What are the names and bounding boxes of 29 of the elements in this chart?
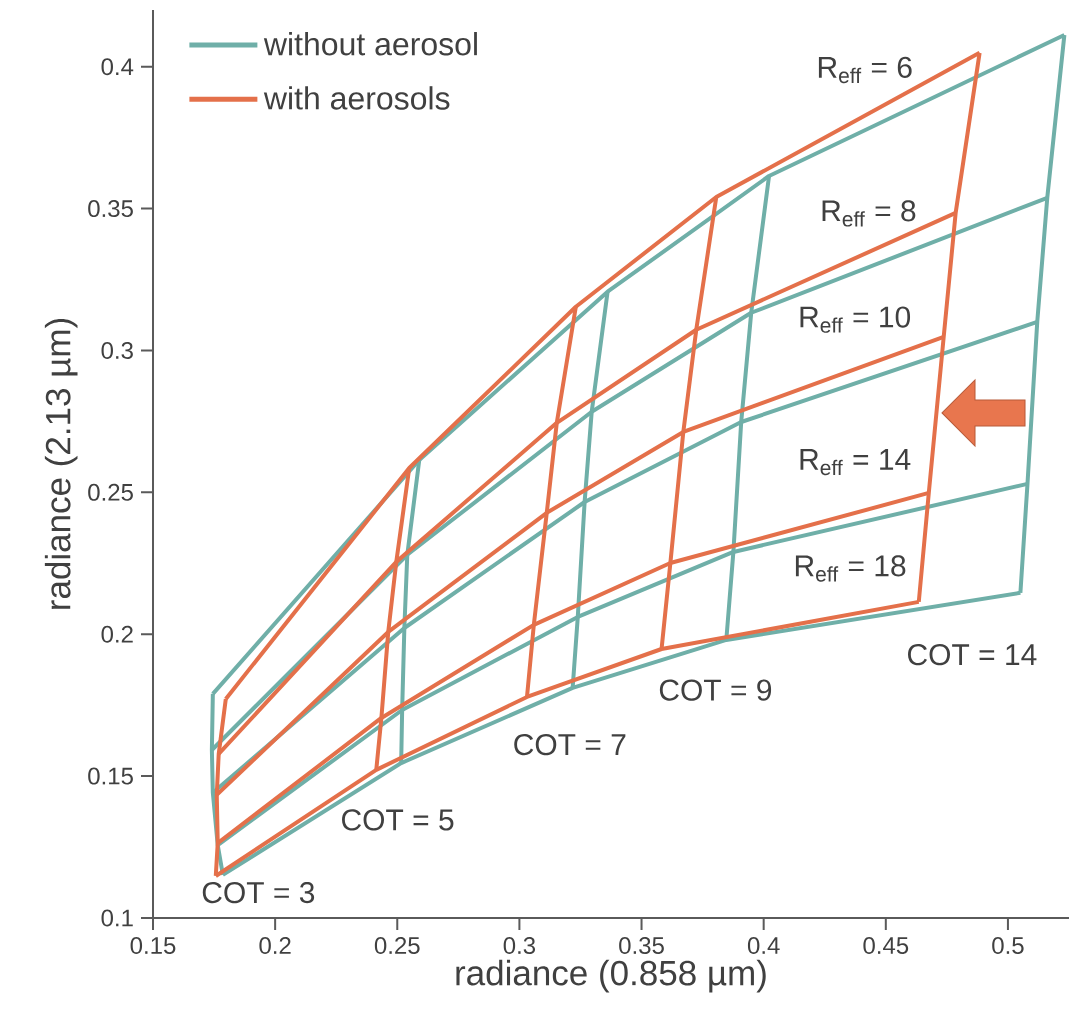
annotation: R$_{eff}$ = 14 (800, 449, 911, 476)
x-tick-label: 0.4 (747, 937, 780, 955)
y-tick-label: 0.25 (88, 483, 133, 501)
annotation: COT = 9 (659, 679, 772, 701)
annotation: COT = 7 (514, 733, 626, 756)
y-tick-label: 0.15 (88, 767, 133, 785)
legend-label: with aerosols (263, 86, 450, 110)
x-tick-label: 0.3 (503, 937, 536, 955)
x-tick-label: 0.25 (374, 937, 420, 955)
annotation: COT = 5 (342, 809, 454, 831)
y-tick-label: 0.2 (101, 625, 133, 643)
y-tick-label: 0.1 (101, 909, 133, 927)
x-axis-title: radiance (0.858 µm) (456, 959, 766, 993)
annotation: R$_{eff}$ = 10 (800, 306, 911, 333)
annotation: R$_{eff}$ = 8 (822, 200, 916, 227)
y-tick-label: 0.3 (101, 341, 133, 359)
x-tick-label: 0.2 (259, 937, 291, 955)
x-tick-label: 0.5 (992, 937, 1024, 955)
annotation: COT = 14 (908, 644, 1037, 666)
x-tick-label: 0.45 (863, 937, 909, 955)
x-tick-label: 0.35 (619, 937, 664, 955)
annotation: R$_{eff}$ = 6 (818, 56, 912, 84)
y-tick-label: 0.4 (101, 58, 134, 76)
annotation: COT = 3 (202, 881, 315, 904)
legend-label: without aerosol (263, 32, 477, 56)
y-axis-title: radiance (2.13 µm) (44, 319, 78, 609)
annotation: R$_{eff}$ = 18 (795, 555, 906, 582)
y-tick-label: 0.35 (88, 200, 133, 218)
x-tick-label: 0.15 (130, 937, 176, 955)
